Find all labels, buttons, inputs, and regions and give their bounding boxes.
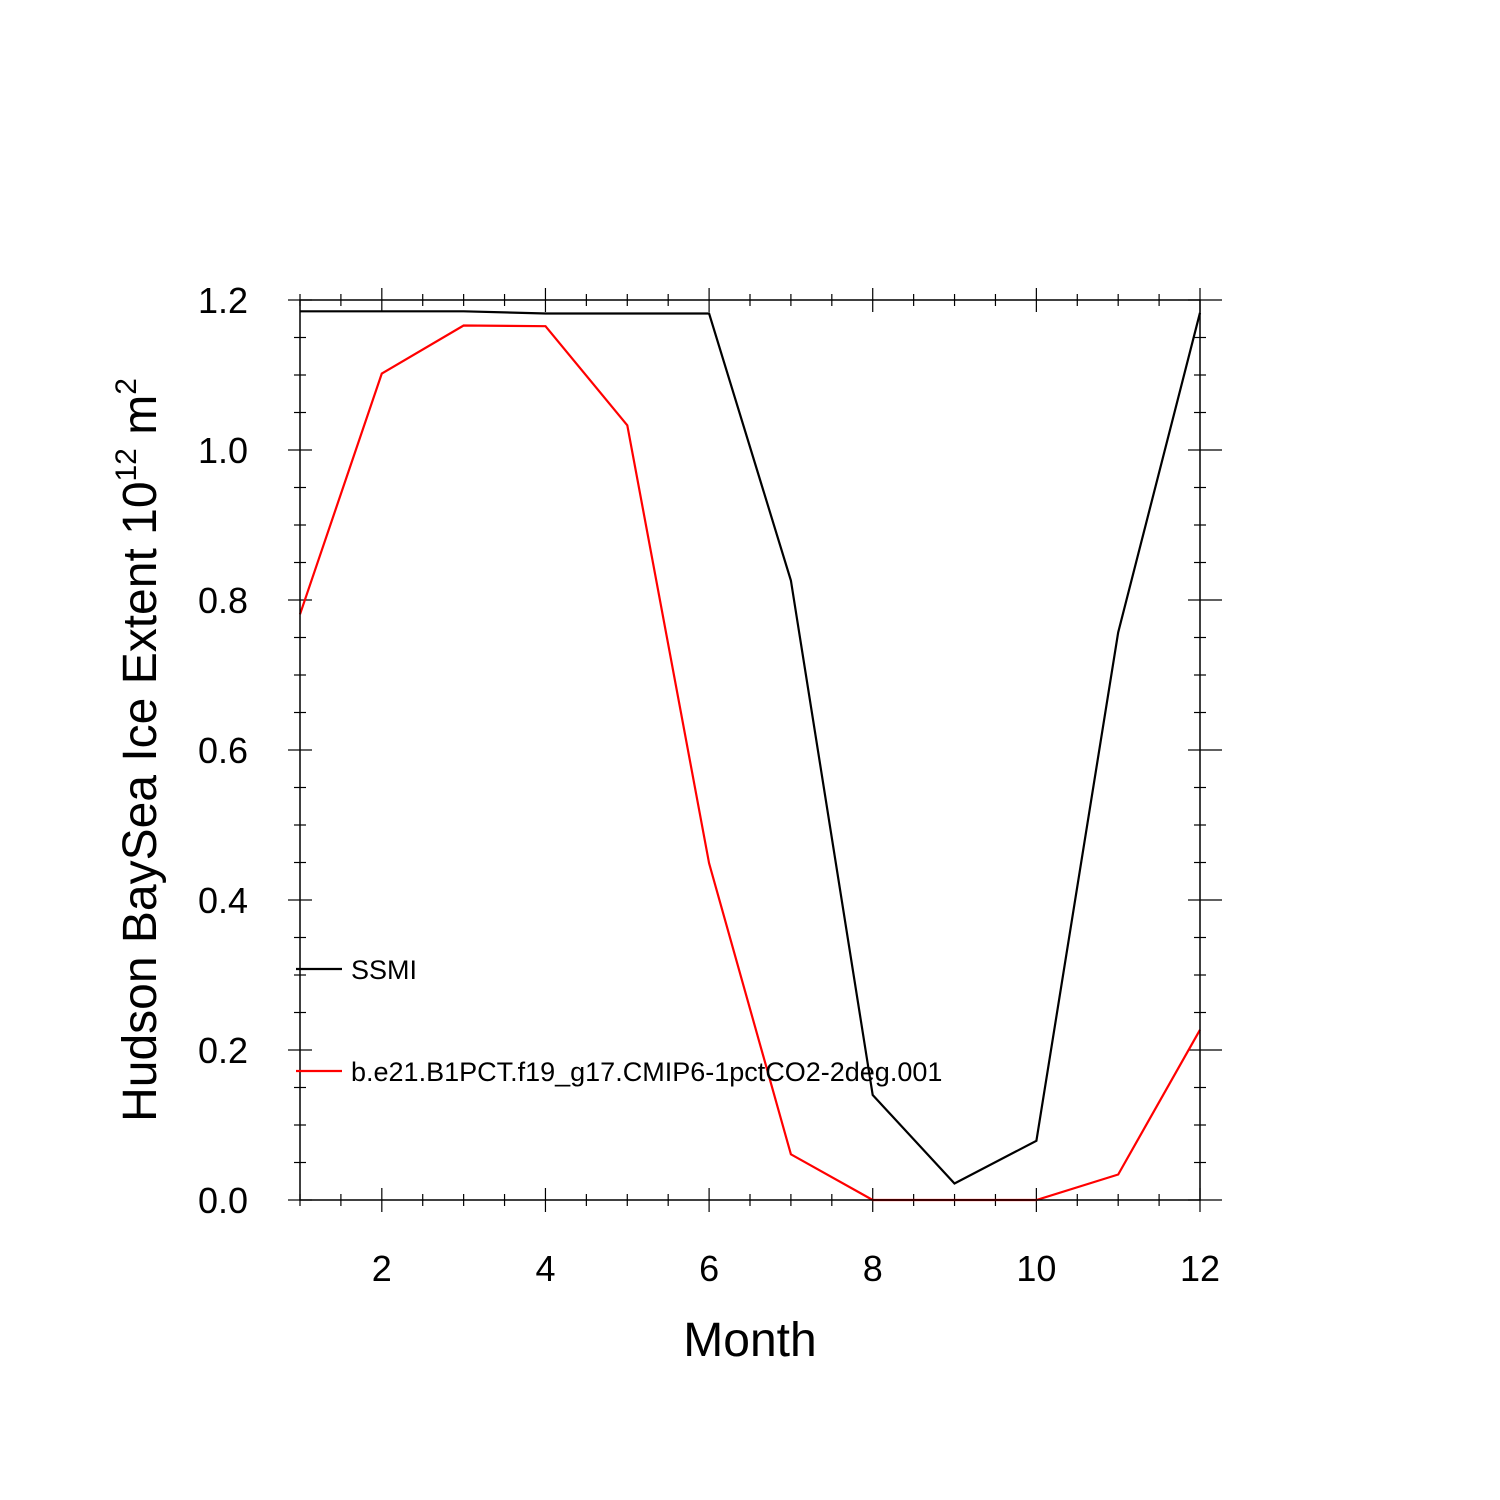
y-tick-label: 1.0 [198,430,248,471]
y-tick-label: 0.6 [198,730,248,771]
y-tick-label: 0.4 [198,880,248,921]
y-axis-title-exponent: 12 [110,448,143,481]
series-line-ssmi [300,310,1202,1185]
series-line-model [298,324,1201,1202]
y-axis-title: Hudson BaySea Ice Extent 1012 m2 [110,378,167,1122]
y-tick-label: 1.2 [198,280,248,321]
series-layer [298,310,1202,1202]
y-axis-title-unit: m [114,395,167,448]
y-tick-label: 0.0 [198,1180,248,1221]
x-tick-label: 12 [1180,1248,1220,1289]
y-tick-label: 0.2 [198,1030,248,1071]
y-axis-title-unit-exponent: 2 [110,378,143,395]
y-axis-title-main: Hudson BaySea Ice Extent 10 [114,481,167,1121]
legend-label: b.e21.B1PCT.f19_g17.CMIP6-1pctCO2-2deg.0… [351,1057,942,1087]
x-tick-label: 10 [1016,1248,1056,1289]
x-tick-label: 2 [372,1248,392,1289]
legend: SSMI b.e21.B1PCT.f19_g17.CMIP6-1pctCO2-2d… [296,955,942,1087]
legend-label: SSMI [351,955,417,985]
x-tick-label: 6 [699,1248,719,1289]
labels-layer: 2 4 6 8 10 12 0.0 0.2 0.4 0.6 0.8 1.0 1.2 [198,280,1220,1289]
y-tick-label: 0.8 [198,580,248,621]
x-tick-label: 4 [535,1248,555,1289]
x-tick-label: 8 [863,1248,883,1289]
x-axis-title: Month [683,1314,816,1367]
plot-frame [299,299,1201,1201]
